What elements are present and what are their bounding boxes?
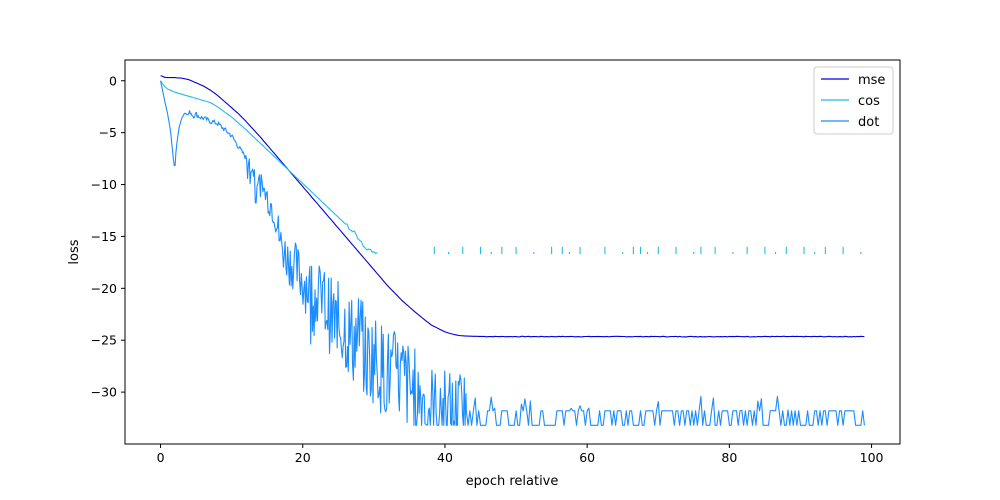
plot-area — [160, 75, 865, 426]
series-dot — [160, 80, 865, 426]
y-tick-label: −5 — [99, 125, 117, 140]
x-tick-label: 20 — [295, 450, 311, 465]
y-tick-label: −10 — [91, 177, 117, 192]
legend-label-cos: cos — [858, 94, 880, 109]
x-axis-label: epoch relative — [466, 474, 559, 489]
line-cos — [160, 80, 378, 254]
x-tick-label: 40 — [437, 450, 453, 465]
x-tick-label: 80 — [721, 450, 737, 465]
plot-frame — [124, 59, 901, 445]
line-mse — [160, 75, 865, 338]
legend-label-mse: mse — [858, 73, 885, 88]
x-axis: 0 20 40 60 80 100 — [157, 444, 884, 465]
x-tick-label: 100 — [860, 450, 884, 465]
y-axis-label: loss — [67, 239, 82, 264]
y-tick-label: −30 — [91, 385, 117, 400]
legend-box — [813, 66, 894, 135]
y-tick-label: 0 — [109, 73, 117, 88]
series-mse — [160, 75, 865, 338]
series-cos — [160, 80, 862, 255]
x-tick-label: 0 — [157, 450, 165, 465]
legend: mse cos dot — [813, 66, 894, 135]
legend-label-dot: dot — [858, 115, 879, 130]
y-tick-label: −20 — [91, 281, 117, 296]
y-tick-label: −15 — [91, 229, 117, 244]
y-tick-label: −25 — [91, 333, 117, 348]
line-dot — [160, 80, 865, 426]
x-tick-label: 60 — [579, 450, 595, 465]
y-axis: 0 −5 −10 −15 −20 −25 −30 — [91, 73, 125, 400]
